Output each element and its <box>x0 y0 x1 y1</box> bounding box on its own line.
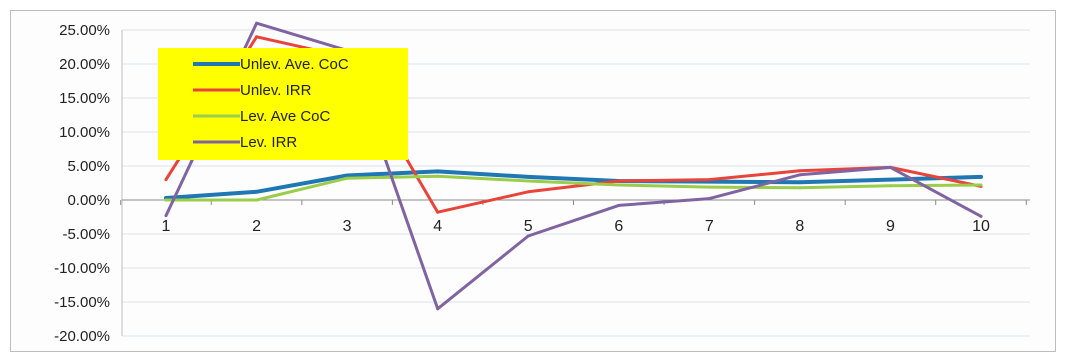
data-point-s4 <box>436 307 440 311</box>
series-line-4 <box>164 21 983 311</box>
x-tick-label: 5 <box>524 218 533 235</box>
data-point-s1 <box>255 190 259 194</box>
y-tick-label: -10.00% <box>54 260 110 277</box>
data-point-s1 <box>888 178 892 182</box>
data-point-s4 <box>617 203 621 207</box>
data-point-s2 <box>255 35 259 39</box>
data-point-s3 <box>164 198 168 202</box>
x-tick-label: 2 <box>252 218 261 235</box>
x-tick-label: 10 <box>972 218 990 235</box>
data-point-s3 <box>707 185 711 189</box>
series-layer <box>164 21 983 311</box>
legend-label-4: Lev. IRR <box>240 134 297 151</box>
y-tick-label: 25.00% <box>59 22 110 39</box>
data-point-s4 <box>888 165 892 169</box>
data-point-s4 <box>526 234 530 238</box>
legend-label-2: Unlev. IRR <box>240 82 312 99</box>
y-tick-label: 10.00% <box>59 124 110 141</box>
data-point-s3 <box>617 183 621 187</box>
data-point-s2 <box>164 178 168 182</box>
data-point-s4 <box>979 214 983 218</box>
data-point-s4 <box>164 214 168 218</box>
y-tick-label: -15.00% <box>54 294 110 311</box>
data-point-s2 <box>707 178 711 182</box>
data-point-s3 <box>255 198 259 202</box>
data-point-s3 <box>526 179 530 183</box>
y-tick-label: -5.00% <box>62 226 110 243</box>
data-point-s2 <box>798 169 802 173</box>
data-point-s4 <box>798 173 802 177</box>
legend: Unlev. Ave. CoC Unlev. IRR Lev. Ave CoC Lev… <box>158 48 408 160</box>
x-tick-label: 8 <box>795 218 804 235</box>
y-tick-label: 0.00% <box>67 192 110 209</box>
data-point-s3 <box>345 176 349 180</box>
y-tick-label: 20.00% <box>59 56 110 73</box>
data-point-s3 <box>888 184 892 188</box>
data-point-s3 <box>436 174 440 178</box>
legend-label-1: Unlev. Ave. CoC <box>240 56 349 73</box>
x-tick-label: 6 <box>614 218 623 235</box>
y-tick-label: 5.00% <box>67 158 110 175</box>
data-point-s3 <box>798 186 802 190</box>
data-point-s1 <box>526 175 530 179</box>
series-line-1 <box>164 169 983 200</box>
data-point-s4 <box>707 197 711 201</box>
y-tick-label: -20.00% <box>54 328 110 345</box>
data-point-s1 <box>345 174 349 178</box>
data-point-s3 <box>979 183 983 187</box>
data-point-s1 <box>436 169 440 173</box>
x-tick-label: 4 <box>433 218 442 235</box>
data-point-s1 <box>979 175 983 179</box>
data-point-s2 <box>436 210 440 214</box>
data-point-s2 <box>526 190 530 194</box>
series-line-2 <box>164 35 983 214</box>
series-line-3 <box>164 174 983 202</box>
legend-label-3: Lev. Ave CoC <box>240 108 330 125</box>
data-point-s1 <box>798 180 802 184</box>
data-point-s4 <box>255 21 259 25</box>
x-tick-label: 7 <box>705 218 714 235</box>
y-tick-label: 15.00% <box>59 90 110 107</box>
axis-layer: 25.00% 20.00% 15.00% 10.00% 5.00% 0.00% -5.00%… <box>54 22 1030 345</box>
x-tick-label: 1 <box>162 218 171 235</box>
x-tick-label: 9 <box>886 218 895 235</box>
data-point-s2 <box>617 179 621 183</box>
x-tick-label: 3 <box>343 218 352 235</box>
